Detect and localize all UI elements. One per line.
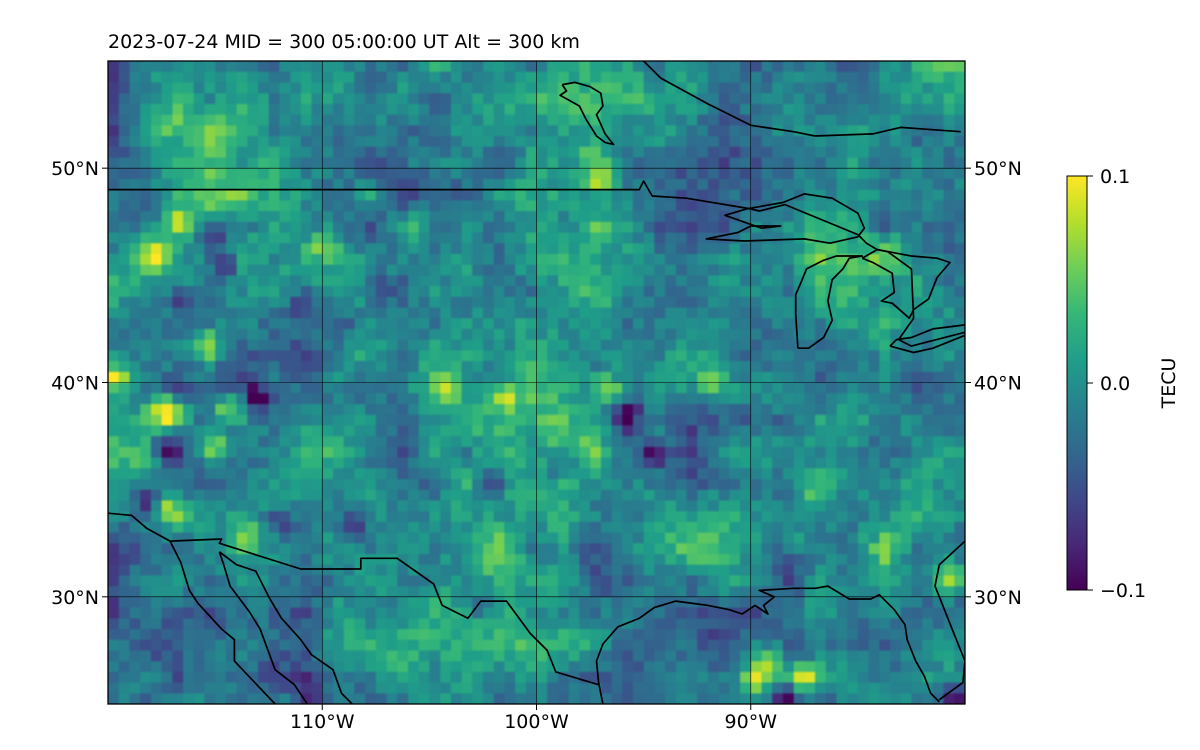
lake-superior-line <box>705 193 866 245</box>
y-tick-label-left: 30°N <box>51 587 99 609</box>
x-tick-label: 100°W <box>504 711 569 733</box>
colorbar-tick-label: 0.1 <box>1100 166 1130 188</box>
colorbar-ticks: 0.1 0.0 −0.1 <box>1087 166 1146 602</box>
colorbar-ramp <box>1066 175 1088 591</box>
graticule <box>108 61 965 704</box>
colorbar-label: TECU <box>1158 358 1180 410</box>
atlantic-coast-line <box>934 540 965 701</box>
colorbar: 0.1 0.0 −0.1 TECU <box>1066 166 1180 602</box>
y-tick-label-right: 50°N <box>974 158 1022 180</box>
colorbar-tick-label: −0.1 <box>1100 580 1146 602</box>
colorbar-tick-label: 0.0 <box>1100 373 1130 395</box>
x-tick-label: 110°W <box>290 711 355 733</box>
x-axis-ticks: 110°W 100°W 90°W <box>290 704 777 733</box>
lake-michigan-line <box>794 255 864 350</box>
lake-huron-line <box>861 248 951 320</box>
mexico-pacific-coast-line <box>169 540 276 704</box>
chart-title: 2023-07-24 MID = 300 05:00:00 UT Alt = 3… <box>108 31 580 53</box>
y-tick-label-left: 40°N <box>51 373 99 395</box>
lake-winnipeg-line <box>559 81 615 146</box>
lake-erie-line <box>889 324 965 354</box>
coastlines-and-borders <box>108 61 965 704</box>
baja-gulf-coast-line <box>218 551 309 704</box>
y-tick-label-right: 30°N <box>974 587 1022 609</box>
x-tick-label: 90°W <box>725 711 778 733</box>
gulf-coast-line <box>595 585 940 704</box>
canada-coast-north-line <box>643 61 961 137</box>
y-tick-label-right: 40°N <box>974 373 1022 395</box>
us-canada-border-line <box>108 180 965 347</box>
y-axis-ticks: 30°N 30°N 40°N 40°N 50°N 50°N <box>51 158 1022 609</box>
mexico-mainland-coast-line <box>218 551 353 704</box>
y-tick-label-left: 50°N <box>51 158 99 180</box>
